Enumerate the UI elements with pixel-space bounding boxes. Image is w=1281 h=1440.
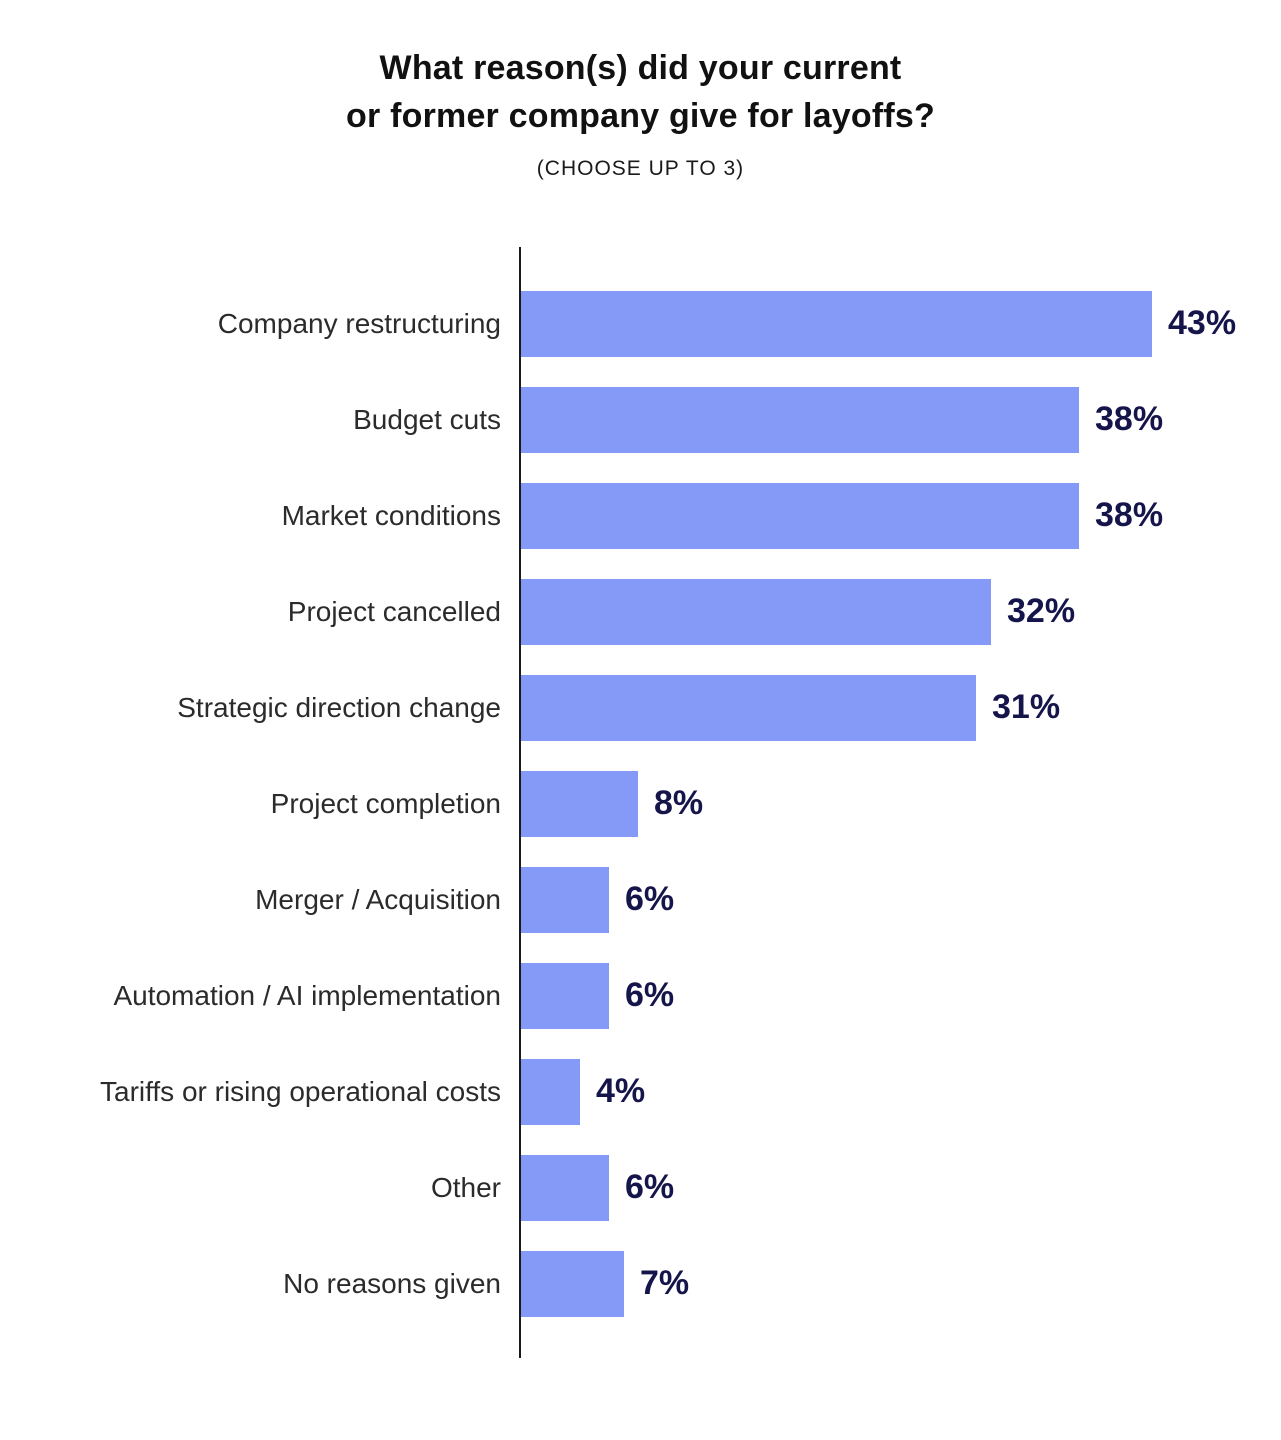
bar-area: 8%: [521, 770, 1281, 837]
bar-row: Strategic direction change 31%: [0, 674, 1281, 741]
value-label: 7%: [640, 1264, 690, 1303]
bar: [521, 578, 991, 645]
bar: [521, 770, 638, 837]
bar-area: 4%: [521, 1058, 1281, 1125]
bar: [521, 1250, 624, 1317]
bar: [521, 674, 976, 741]
value-label: 4%: [596, 1072, 646, 1111]
category-label: Strategic direction change: [177, 691, 501, 723]
chart-header: What reason(s) did your current or forme…: [0, 0, 1281, 181]
bar-area: 38%: [521, 482, 1281, 549]
bar-row: Other 6%: [0, 1154, 1281, 1221]
chart-subtitle: (CHOOSE UP TO 3): [536, 156, 745, 180]
bar-area: 38%: [521, 386, 1281, 453]
bar-row: Automation / AI implementation 6%: [0, 962, 1281, 1029]
category-label: Company restructuring: [217, 307, 501, 339]
bar: [521, 1154, 609, 1221]
category-label: Market conditions: [281, 499, 501, 531]
category-label: Merger / Acquisition: [255, 883, 501, 915]
bar-area: 32%: [521, 578, 1281, 645]
bar-row: Budget cuts 38%: [0, 386, 1281, 453]
bar-row: Company restructuring 43%: [0, 290, 1281, 357]
bar-rows-container: Company restructuring 43% Budget cuts 38…: [0, 290, 1281, 1317]
bar: [521, 482, 1079, 549]
bar-area: 31%: [521, 674, 1281, 741]
bar-row: Merger / Acquisition 6%: [0, 866, 1281, 933]
bar-area: 7%: [521, 1250, 1281, 1317]
value-label: 31%: [992, 688, 1061, 727]
bar: [521, 962, 609, 1029]
bar-row: Market conditions 38%: [0, 482, 1281, 549]
value-label: 8%: [654, 784, 704, 823]
bar-area: 6%: [521, 1154, 1281, 1221]
category-label: Automation / AI implementation: [113, 979, 501, 1011]
value-label: 38%: [1095, 400, 1164, 439]
bar-area: 6%: [521, 962, 1281, 1029]
category-label: Tariffs or rising operational costs: [100, 1075, 501, 1107]
category-label: Project cancelled: [287, 595, 501, 627]
category-label: Project completion: [270, 787, 501, 819]
category-label: Budget cuts: [353, 403, 501, 435]
bar-row: Tariffs or rising operational costs 4%: [0, 1058, 1281, 1125]
bar: [521, 386, 1079, 453]
bar-area: 6%: [521, 866, 1281, 933]
bar: [521, 290, 1152, 357]
horizontal-bar-chart: Company restructuring 43% Budget cuts 38…: [0, 246, 1281, 1358]
value-label: 38%: [1095, 496, 1164, 535]
chart-title: What reason(s) did your current or forme…: [346, 49, 935, 136]
bar-row: Project cancelled 32%: [0, 578, 1281, 645]
value-label: 6%: [625, 1168, 675, 1207]
value-label: 6%: [625, 976, 675, 1015]
value-label: 43%: [1168, 304, 1237, 343]
value-label: 6%: [625, 880, 675, 919]
value-label: 32%: [1007, 592, 1076, 631]
category-label: Other: [430, 1171, 501, 1203]
bar-row: No reasons given 7%: [0, 1250, 1281, 1317]
category-label: No reasons given: [283, 1267, 501, 1299]
bar: [521, 1058, 580, 1125]
y-axis-line: [519, 246, 521, 1358]
bar: [521, 866, 609, 933]
bar-row: Project completion 8%: [0, 770, 1281, 837]
bar-area: 43%: [521, 290, 1281, 357]
